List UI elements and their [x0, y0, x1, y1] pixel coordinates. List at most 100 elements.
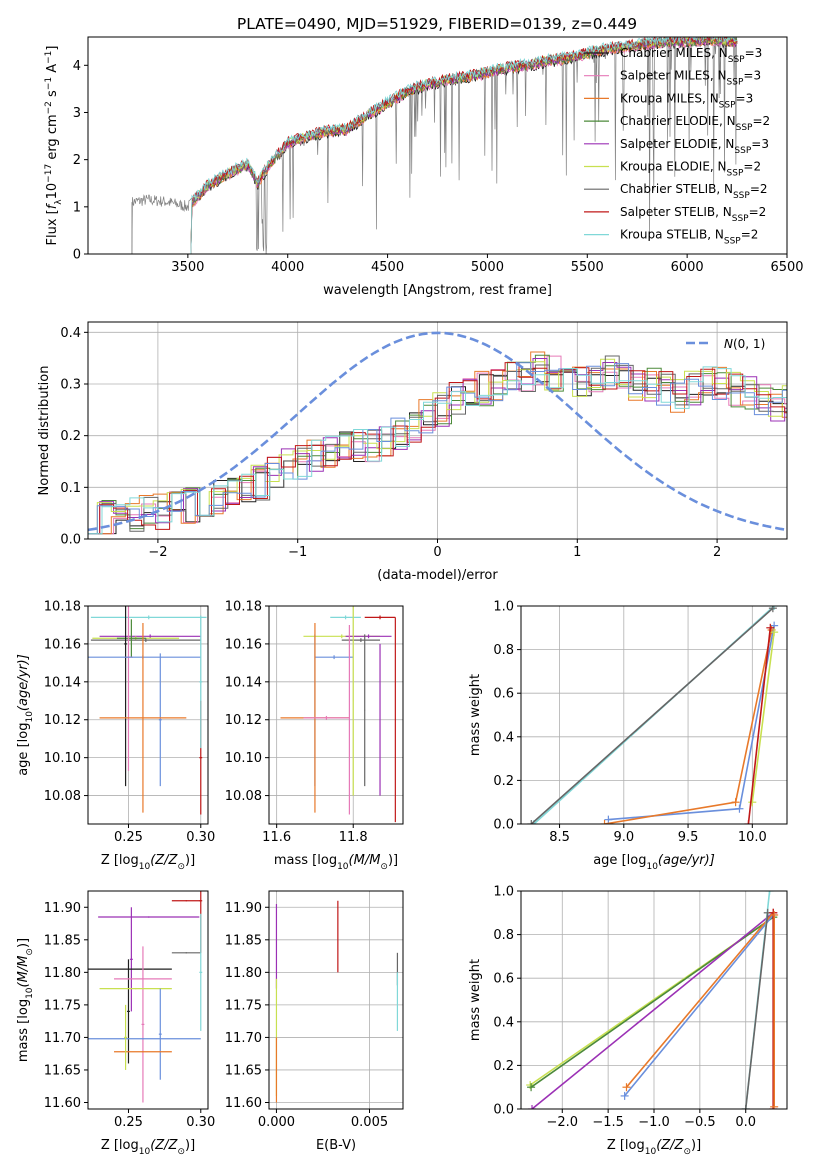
residual-histogram-panel: −2 −1 0 1 2 0.0 0.1 0.2 0.3 0.4 (data-model)/error… — [37, 321, 788, 583]
x-tick-label: 11.6 — [262, 830, 291, 845]
x-axis-label-part: Z [log — [607, 1138, 645, 1153]
legend-label-part: SSP — [728, 55, 745, 65]
y-tick-label: 10.08 — [225, 789, 262, 804]
weight-line — [625, 912, 774, 1088]
y-axis-label-part: erg cm — [45, 114, 60, 163]
legend-label: Chabrier MILES, NSSP=3 — [620, 46, 762, 65]
x-axis-label-part: ⊙ — [683, 1147, 691, 1157]
legend-label-part: =2 — [750, 182, 768, 196]
y-tick-label: 2 — [73, 153, 81, 168]
x-axis-label-part: ⊙ — [177, 862, 185, 872]
y-tick-label: 1.0 — [493, 600, 514, 615]
y-tick-label: 11.75 — [44, 998, 81, 1013]
y-axis-label: Normed distribution — [37, 366, 52, 496]
model-spectrum-kroupa-stelib — [187, 37, 738, 254]
y-tick-label: 0.4 — [493, 1015, 514, 1030]
y-axis-label-part: s — [45, 90, 60, 101]
x-tick-label: −2.0 — [546, 1115, 578, 1130]
legend-label: Salpeter STELIB, NSSP=2 — [620, 205, 766, 224]
y-axis-label: mass weight — [468, 959, 483, 1041]
legend-label-part: =3 — [736, 91, 754, 105]
legend-label-part: =2 — [749, 205, 767, 219]
x-tick-label: 11.8 — [339, 830, 368, 845]
legend-label-part: N — [718, 69, 727, 83]
legend-label-part: N — [724, 182, 733, 196]
y-tick-label: 0 — [73, 248, 81, 263]
figure-title: PLATE=0490, MJD=51929, FIBERID=0139, z=0… — [237, 15, 637, 33]
y-axis-label: age [log10(age/yr)] — [16, 654, 35, 776]
y-tick-label: 10.14 — [225, 675, 262, 690]
x-axis-label: age [log10(age/yr)] — [593, 853, 715, 872]
y-axis-label-part: −17 — [44, 164, 54, 183]
y-axis-label-part: mass [log — [16, 999, 31, 1062]
legend-label: Chabrier STELIB, NSSP=2 — [620, 182, 768, 201]
histogram-step — [88, 366, 787, 535]
y-axis-label-part: ] — [45, 46, 60, 51]
legend-label-part: =3 — [751, 137, 769, 151]
y-tick-label: 0.3 — [60, 378, 81, 393]
mass-vs-metallicity-panel: 0.25 0.30 11.60 11.65 11.70 11.75 11.80 11.85 11… — [16, 890, 215, 1157]
legend-label-part: =3 — [743, 69, 761, 83]
x-tick-label: 1 — [573, 545, 581, 560]
y-tick-label: 10.12 — [44, 713, 81, 728]
legend-label-part: N — [718, 160, 727, 174]
x-tick-label: −1.0 — [638, 1115, 670, 1130]
y-tick-label: 0.6 — [493, 687, 514, 702]
y-axis-label-part: −2 — [44, 101, 54, 114]
y-axis-label-part: 10 — [25, 987, 35, 999]
y-axis-label: mass [log10(M/M⊙)] — [16, 938, 35, 1062]
histogram-step — [88, 362, 787, 535]
y-tick-label: 4 — [73, 59, 81, 74]
y-tick-label: 10.16 — [225, 637, 262, 652]
y-tick-label: 0.2 — [60, 429, 81, 444]
x-axis-label: Z [log10(Z/Z⊙)] — [101, 1138, 195, 1157]
x-axis-label-part: (Z/Z — [150, 1138, 178, 1153]
y-tick-label: 11.75 — [225, 998, 262, 1013]
x-tick-label: 0.30 — [186, 1115, 215, 1130]
massweight-vs-metallicity-panel: −2.0 −1.5 −1.0 −0.5 0.0 0.0 0.2 0.4 0.6 0.8 1.0 Z [… — [468, 885, 788, 1157]
plot-area — [88, 606, 207, 815]
legend-label: N(0, 1) — [724, 337, 765, 351]
y-tick-label: 11.60 — [44, 1096, 81, 1111]
plot-area — [131, 37, 738, 254]
x-tick-label: 9.0 — [613, 830, 634, 845]
x-tick-label: 0.0 — [735, 1115, 756, 1130]
x-tick-label: 0.005 — [351, 1115, 388, 1130]
x-axis-label-part: Z [log — [101, 1138, 139, 1153]
x-axis-label-part: 10 — [645, 1147, 657, 1157]
legend-label-part: Chabrier ELODIE, — [620, 114, 727, 128]
legend-label-part: Salpeter ELODIE, — [620, 137, 725, 151]
legend-label: Kroupa ELODIE, NSSP=2 — [620, 160, 761, 179]
x-axis-label-part: Z [log — [101, 853, 139, 868]
y-tick-label: 10.18 — [44, 600, 81, 615]
weight-line — [530, 607, 774, 824]
y-tick-label: 0.2 — [493, 1059, 514, 1074]
weight-line — [747, 627, 772, 824]
plot-area — [526, 891, 779, 1109]
y-tick-label: 11.65 — [225, 1063, 262, 1078]
legend-label: Kroupa STELIB, NSSP=2 — [620, 228, 758, 247]
y-axis-label: mass weight — [468, 674, 483, 756]
legend-label-part: N — [719, 46, 728, 60]
y-axis-label-part: −1 — [44, 51, 54, 64]
y-tick-label: 0.6 — [493, 972, 514, 987]
y-tick-label: 11.80 — [225, 966, 262, 981]
legend-label-part: N — [715, 228, 724, 242]
x-tick-label: 0.25 — [114, 830, 143, 845]
x-tick-label: 2 — [713, 545, 721, 560]
y-tick-label: 11.80 — [44, 966, 81, 981]
weight-line — [623, 914, 774, 1097]
y-tick-label: 0.4 — [60, 326, 81, 341]
weight-line — [531, 912, 774, 1109]
x-axis-label-part: )] — [185, 853, 195, 868]
y-tick-label: 11.60 — [225, 1096, 262, 1111]
plot-area — [88, 891, 203, 1103]
y-tick-label: 11.65 — [44, 1063, 81, 1078]
y-tick-label: 0.8 — [493, 643, 514, 658]
legend-label-part: SSP — [727, 169, 744, 179]
y-tick-label: 0.0 — [493, 818, 514, 833]
x-tick-label: 6500 — [770, 260, 803, 275]
x-axis-label-part: (age/yr)] — [658, 853, 715, 868]
y-axis-label-part: A — [45, 64, 60, 77]
